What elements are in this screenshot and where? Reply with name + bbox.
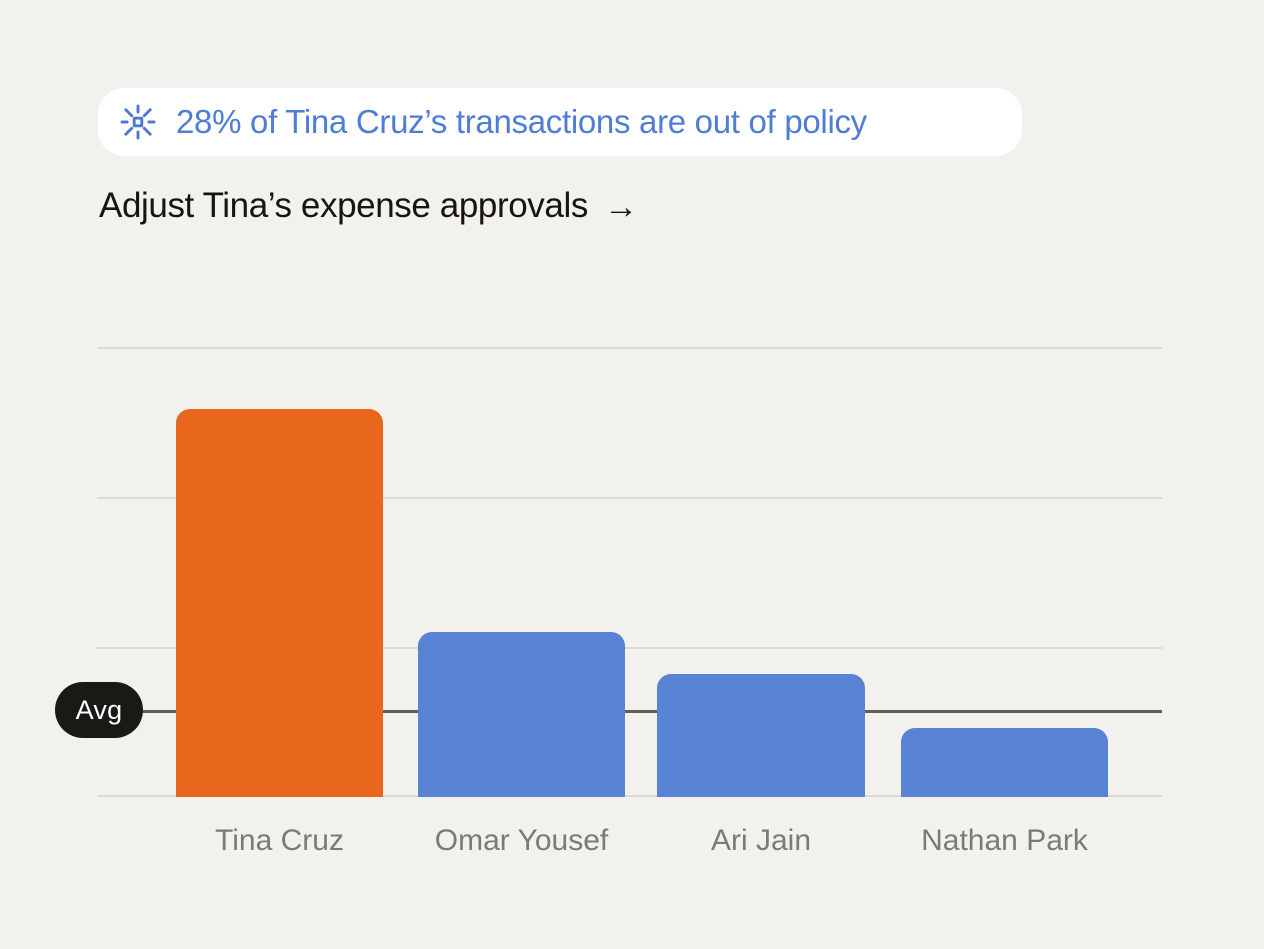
bar-label: Ari Jain [710,824,812,857]
baseline-gridline [97,795,1162,797]
bar-chart: Tina Cruz Omar Yousef Ari Jain Nathan Park [97,347,1162,857]
gridline [97,347,1162,349]
insight-text: 28% of Tina Cruz’s transactions are out … [176,103,867,140]
average-badge: Avg [55,682,143,738]
bar-col-tina-cruz: Tina Cruz [176,409,383,857]
bars: Tina Cruz Omar Yousef Ari Jain Nathan Park [97,347,1162,857]
insight-banner[interactable]: 28% of Tina Cruz’s transactions are out … [98,88,1022,156]
average-badge-label: Avg [75,694,123,725]
bar-rect-omar-yousef[interactable] [418,632,625,797]
bar-label: Tina Cruz [215,824,344,857]
bar-col-ari-jain: Ari Jain [657,674,865,857]
bar-col-nathan-park: Nathan Park [901,728,1108,857]
average-line [143,710,1162,713]
bar-rect-nathan-park[interactable] [901,728,1108,797]
adjust-approvals-link[interactable]: Adjust Tina’s expense approvals → [99,186,638,226]
gridline [97,647,1162,649]
bar-label: Omar Yousef [434,824,609,857]
bar-rect-tina-cruz[interactable] [176,409,383,797]
sparkle-icon [120,104,156,140]
adjust-approvals-label: Adjust Tina’s expense approvals [99,186,588,225]
gridline [97,497,1162,499]
bar-label: Nathan Park [921,824,1088,857]
arrow-right-icon: → [603,188,638,226]
bar-rect-ari-jain[interactable] [657,674,865,797]
bar-col-omar-yousef: Omar Yousef [418,632,625,857]
